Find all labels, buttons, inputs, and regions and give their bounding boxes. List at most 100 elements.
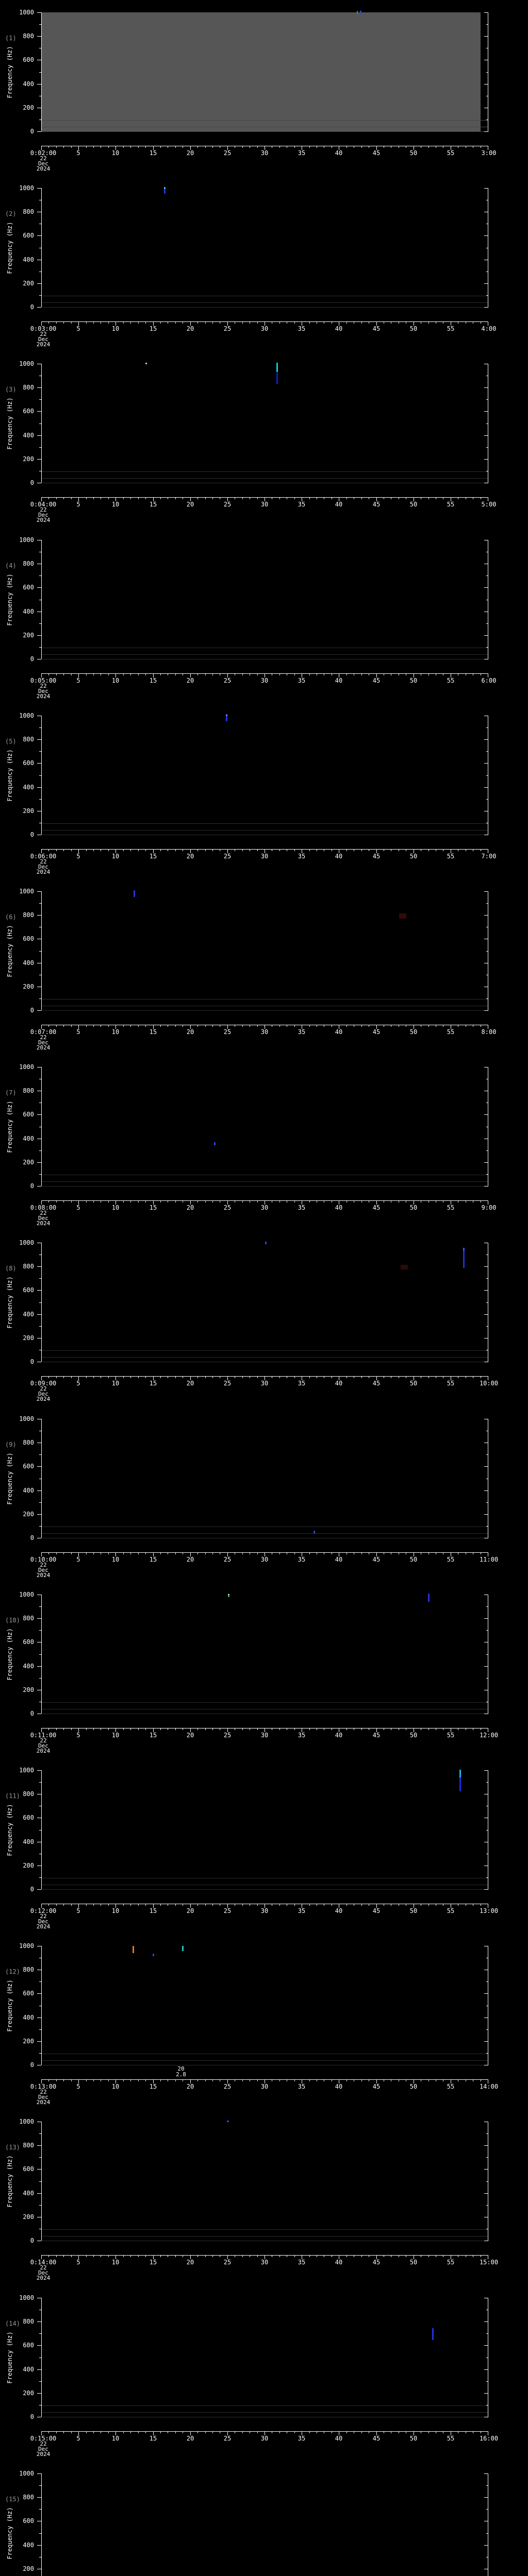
x-tick-label: 45 <box>372 1556 381 1563</box>
x-tick <box>361 1904 362 1906</box>
x-tick <box>197 673 198 675</box>
date-line: Dec <box>38 2446 48 2452</box>
y-tick-right <box>484 2321 488 2322</box>
noise-line <box>41 2405 488 2406</box>
y-tick-label: 1000 <box>19 888 34 895</box>
x-tick-label: 25 <box>223 2435 232 2442</box>
y-tick-right <box>484 891 488 892</box>
x-tick-label: 50 <box>409 1028 418 1036</box>
y-tick-label: 600 <box>23 935 34 942</box>
x-tick <box>242 2431 243 2433</box>
y-tick-label: 800 <box>23 1790 34 1798</box>
x-tick <box>227 321 228 326</box>
x-tick <box>41 849 42 853</box>
x-end-label: 14:00 <box>479 2083 499 2090</box>
x-tick <box>212 673 213 675</box>
x-tick <box>294 1904 295 1906</box>
y-tick-label: 800 <box>23 560 34 567</box>
x-tick-label: 5 <box>76 1380 80 1387</box>
x-tick <box>190 2079 191 2083</box>
x-tick <box>212 1200 213 1202</box>
x-tick <box>175 673 176 675</box>
x-tick <box>190 1025 191 1029</box>
y-tick <box>39 951 41 952</box>
x-tick <box>160 2431 161 2433</box>
x-tick <box>361 2431 362 2433</box>
x-tick <box>212 1025 213 1027</box>
y-tick-right <box>484 1466 488 1467</box>
x-tick <box>227 1200 228 1205</box>
y-tick-label: 400 <box>23 256 34 263</box>
x-tick <box>48 2255 49 2257</box>
x-tick-label: 50 <box>409 149 418 157</box>
x-tick-label: 45 <box>372 501 381 508</box>
y-tick-right <box>484 1290 488 1291</box>
x-tick-label: 40 <box>335 1907 343 1914</box>
y-tick-right <box>486 1526 488 1527</box>
x-tick <box>309 2255 310 2257</box>
date-line: 2024 <box>36 869 51 875</box>
x-tick <box>197 1552 198 1554</box>
x-tick <box>242 1025 243 1027</box>
date-line: 2024 <box>36 1572 51 1579</box>
y-tick-right <box>486 775 488 776</box>
y-tick <box>39 647 41 648</box>
y-tick-right <box>486 1502 488 1503</box>
x-tick <box>279 1376 280 1378</box>
y-tick-label: 800 <box>23 736 34 743</box>
x-tick <box>205 673 206 675</box>
x-tick <box>48 1200 49 1202</box>
x-tick-label: 15 <box>149 1380 157 1387</box>
x-tick-label: 40 <box>335 1204 343 1211</box>
event-marker <box>459 1770 461 1777</box>
x-tick-label: 25 <box>223 325 232 332</box>
x-tick <box>205 321 206 324</box>
y-tick-label: 800 <box>23 2318 34 2325</box>
x-tick <box>279 2255 280 2257</box>
y-axis-line <box>41 1770 42 1889</box>
x-tick <box>428 2079 429 2081</box>
y-tick-right <box>486 951 488 952</box>
x-tick <box>279 2431 280 2433</box>
x-tick <box>190 2255 191 2259</box>
y-tick-right <box>484 307 488 308</box>
x-tick <box>153 1200 154 1205</box>
x-tick <box>130 2255 131 2257</box>
y-tick <box>37 2145 41 2146</box>
x-tick <box>86 2255 87 2257</box>
y-tick-right <box>486 1630 488 1631</box>
x-tick <box>227 1025 228 1029</box>
y-tick <box>39 1502 41 1503</box>
y-tick <box>37 1186 41 1187</box>
y-tick-label: 1000 <box>19 2294 34 2301</box>
x-tick <box>56 1025 57 1027</box>
x-tick-label: 10 <box>111 677 120 684</box>
panel-index-label: (6) <box>5 913 16 921</box>
y-tick-label: 200 <box>23 455 34 463</box>
x-tick <box>212 146 213 148</box>
x-tick-label: 10 <box>111 1907 120 1914</box>
x-tick <box>41 1552 42 1556</box>
x-tick <box>205 146 206 148</box>
x-tick <box>56 2255 57 2257</box>
x-tick <box>309 2431 310 2433</box>
x-tick <box>257 1904 258 1906</box>
x-tick-label: 20 <box>186 2259 194 2266</box>
x-tick <box>86 2431 87 2433</box>
x-tick-label: 50 <box>409 1732 418 1739</box>
y-tick-label: 1000 <box>19 2470 34 2477</box>
x-tick <box>108 146 109 148</box>
x-tick <box>130 2079 131 2081</box>
x-tick <box>309 146 310 148</box>
y-tick-label: 200 <box>23 1686 34 1693</box>
x-tick-label: 45 <box>372 1028 381 1036</box>
y-tick <box>39 2381 41 2382</box>
x-tick <box>361 497 362 499</box>
y-tick-label: 800 <box>23 1087 34 1094</box>
y-tick-right <box>484 36 488 37</box>
x-tick-label: 5 <box>76 325 80 332</box>
y-tick-label: 200 <box>23 983 34 990</box>
x-tick-label: 25 <box>223 2083 232 2090</box>
y-tick-right <box>484 2345 488 2346</box>
event-marker <box>145 363 147 364</box>
